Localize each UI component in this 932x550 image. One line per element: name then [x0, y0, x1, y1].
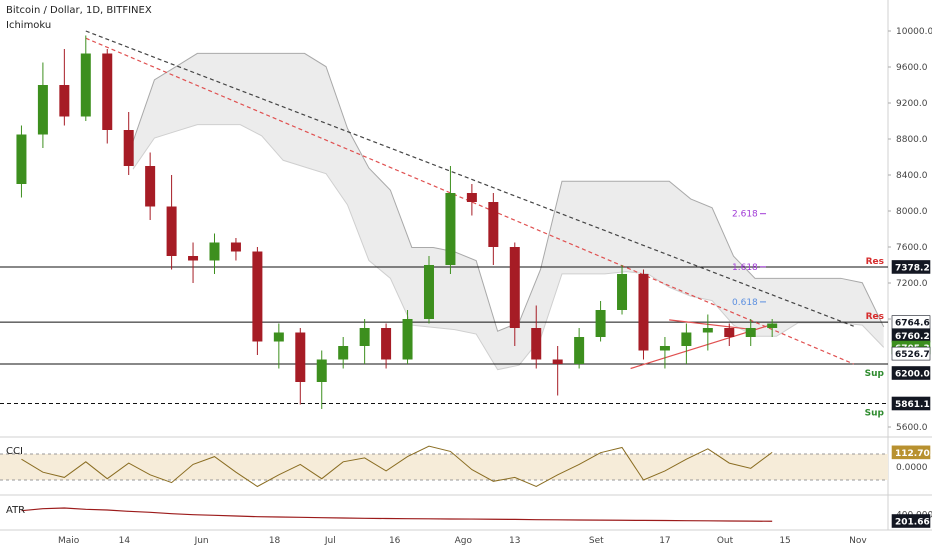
candle-body [681, 332, 692, 346]
atr-tag-bg [891, 514, 931, 528]
time-tick-label: Set [589, 536, 604, 546]
time-tick-label: Jul [324, 536, 336, 546]
candle-body [145, 166, 156, 207]
trendline-secondary [85, 37, 854, 365]
trendline-triangle-top [669, 319, 756, 331]
candle-body [638, 274, 649, 351]
price-tick-label: 10000.0 [896, 27, 932, 37]
atr-tag: 201.6619 [895, 518, 932, 528]
price-tag-bg [891, 346, 931, 361]
cci-band [0, 454, 888, 480]
level-label-res: Res [866, 312, 884, 322]
cci-tag-bg [891, 445, 931, 460]
time-tick-label: Out [717, 536, 734, 546]
price-tick-label: 7200.0 [896, 279, 928, 289]
atr-line [21, 507, 773, 522]
candle-body [466, 193, 477, 202]
candle-body [295, 332, 306, 382]
cci-line [21, 445, 773, 488]
level-label-sup: Sup [865, 369, 885, 379]
fib-label: 1.618 [732, 263, 758, 273]
price-tick-label: 7600.0 [896, 243, 928, 253]
price-tick-label: 5600.0 [896, 423, 928, 433]
candle-body [445, 193, 456, 265]
candle-body [252, 251, 263, 342]
candle-body [702, 328, 713, 333]
level-label-sup: Sup [865, 409, 885, 419]
time-tick-label: Jun [194, 536, 209, 546]
candle-body [37, 85, 48, 135]
price-tag: 6760.2 [895, 332, 930, 342]
fib-label: 0.618 [732, 298, 758, 308]
time-tick-label: Nov [849, 536, 867, 546]
time-tick-label: 14 [119, 536, 131, 546]
time-tick-label: Ago [455, 536, 473, 546]
price-tag: 6526.7 [895, 350, 930, 360]
candle-body [724, 328, 735, 337]
candle-body [531, 328, 542, 360]
candle-body [166, 206, 177, 256]
price-tick-label: 8400.0 [896, 171, 928, 181]
price-tick-label: 9200.0 [896, 99, 928, 109]
candle-body [574, 337, 585, 364]
candle-body [381, 328, 392, 360]
candle-body [209, 242, 220, 261]
cci-tag: 112.7034 [895, 449, 932, 459]
price-tick-label: 8800.0 [896, 135, 928, 145]
price-tag-bg [891, 315, 931, 329]
candle-body [659, 346, 670, 351]
price-tag-bg [891, 366, 931, 380]
chart-title: Bitcoin / Dollar, 1D, BITFINEX [6, 5, 152, 16]
price-tag-bg [891, 396, 931, 411]
time-tick-label: 18 [269, 536, 281, 546]
candle-body [59, 85, 70, 117]
candle-body [273, 332, 284, 342]
price-tag: 7378.2 [895, 263, 930, 273]
level-label-res: Res [866, 257, 884, 267]
candle-body [338, 346, 349, 360]
cci-label: CCI [6, 446, 23, 457]
candle-body [316, 359, 327, 382]
atr-label: ATR [6, 505, 26, 516]
price-tick-label: 8000.0 [896, 207, 928, 217]
candle-body [402, 319, 413, 360]
candle-body [123, 130, 134, 166]
candle-body [102, 53, 113, 130]
candle-body [509, 247, 520, 328]
price-tag: 6200.0 [895, 370, 930, 380]
ichimoku-cloud [132, 53, 884, 370]
candle-body [488, 202, 499, 247]
candle-body [552, 359, 563, 364]
time-tick-label: Maio [58, 536, 80, 546]
price-tick-label: 9600.0 [896, 63, 928, 73]
candle-body [745, 328, 756, 337]
price-tag: 6764.6 [895, 319, 930, 329]
cci-tick-label: 0.0000 [896, 463, 928, 473]
time-tick-label: 15 [779, 536, 790, 546]
ichimoku-span-a [132, 52, 885, 332]
candle-body [595, 310, 606, 337]
candle-body [80, 53, 91, 117]
candle-body [188, 256, 199, 261]
time-tick-label: 13 [509, 536, 520, 546]
candle-body [230, 242, 241, 252]
candle-body [767, 323, 778, 328]
indicator-label: Ichimoku [6, 20, 52, 31]
candle-body [16, 134, 27, 184]
candle-body [423, 265, 434, 319]
ichimoku-span-b [132, 124, 885, 371]
time-tick-label: 17 [659, 536, 670, 546]
candle-body [617, 274, 628, 310]
price-tag: 5861.1 [895, 400, 930, 410]
candle-body [359, 328, 370, 346]
time-tick-label: 16 [389, 536, 401, 546]
price-tag-bg [891, 260, 931, 274]
fib-label: 2.618 [732, 210, 758, 220]
